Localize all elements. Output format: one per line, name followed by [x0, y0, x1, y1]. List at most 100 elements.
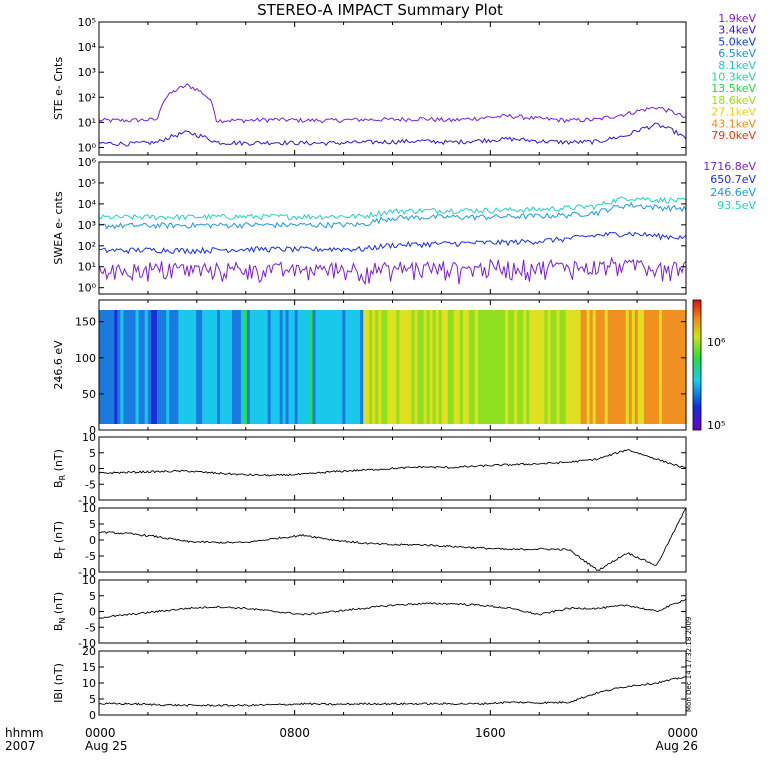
- y-axis-label: STE e- Cnts: [52, 57, 65, 120]
- heatmap-cell: [444, 310, 449, 424]
- heatmap-cell: [441, 310, 446, 424]
- panel-4: -10 -5 0 5 10 BR (nT): [52, 431, 687, 507]
- legend-entry: 6.5keV: [718, 47, 756, 60]
- panel-6: -10 -5 0 5 10 BN (nT): [52, 574, 687, 650]
- heatmap-cell: [547, 310, 552, 424]
- heatmap-cell: [450, 310, 455, 424]
- legend-entry: 8.1keV: [718, 59, 756, 72]
- y-tick-label: 10: [82, 502, 96, 515]
- heatmap-cell: [169, 310, 173, 424]
- heatmap-cell: [499, 310, 503, 424]
- heatmap-cell: [285, 310, 290, 424]
- colorbar: [692, 299, 702, 431]
- y-tick-label: 5: [89, 590, 96, 603]
- x-tick-label: 0000: [667, 726, 698, 740]
- legend-entry: 93.5eV: [717, 199, 756, 212]
- y-tick-label: -10: [78, 566, 96, 579]
- legend-entry: 5.0keV: [718, 35, 756, 48]
- heatmap-cell: [580, 310, 585, 424]
- legend-entry: 3.4keV: [718, 24, 756, 37]
- heatmap-cell: [342, 310, 346, 424]
- series-line: [98, 83, 687, 124]
- y-tick-label: 10⁰: [78, 141, 97, 154]
- heatmap-cell: [405, 310, 409, 424]
- heatmap-cell: [375, 310, 379, 424]
- series-line: [98, 202, 687, 230]
- y-tick-label: 15: [82, 661, 96, 674]
- heatmap-cell: [680, 310, 684, 424]
- panel-5: -10 -5 0 5 10 BT (nT): [52, 502, 687, 579]
- heatmap-cell: [234, 310, 239, 424]
- heatmap-cell: [670, 310, 675, 424]
- heatmap-cell: [105, 310, 109, 424]
- heatmap-cell: [184, 310, 188, 424]
- heatmap-cell: [144, 310, 149, 424]
- heatmap-cell: [502, 310, 506, 424]
- y-tick-label: 0: [89, 709, 96, 722]
- legend-entry: 650.7eV: [710, 173, 756, 186]
- heatmap-cell: [643, 310, 648, 424]
- y-tick-label: -10: [78, 494, 96, 507]
- heatmap-cell: [574, 310, 579, 424]
- heatmap-cell: [226, 310, 230, 424]
- heatmap-cell: [357, 310, 361, 424]
- heatmap-cell: [490, 310, 494, 424]
- heatmap-cell: [252, 310, 257, 424]
- heatmap-cell: [550, 310, 555, 424]
- y-tick-label: 100: [75, 352, 96, 365]
- heatmap-cell: [166, 310, 170, 424]
- y-tick-label: 0: [89, 606, 96, 619]
- heatmap-cell: [369, 310, 373, 424]
- panel-frame: [98, 436, 687, 501]
- y-tick-label: 10: [82, 677, 96, 690]
- legend-entry: 13.5keV: [711, 82, 756, 95]
- y-tick-label: 10¹: [78, 116, 96, 129]
- heatmap-cell: [453, 310, 458, 424]
- heatmap-cell: [123, 310, 128, 424]
- heatmap-cell: [193, 310, 197, 424]
- heatmap-cell: [523, 310, 527, 424]
- y-tick-label: 0: [89, 463, 96, 476]
- heatmap-cell: [384, 310, 388, 424]
- heatmap-cell: [661, 310, 666, 424]
- heatmap-cell: [535, 310, 539, 424]
- heatmap-cell: [348, 310, 352, 424]
- x-tick-label: 1600: [475, 726, 506, 740]
- heatmap-cell: [187, 310, 191, 424]
- legend-entry: 246.6eV: [710, 186, 756, 199]
- heatmap-cell: [652, 310, 657, 424]
- heatmap-cell: [129, 310, 134, 424]
- heatmap-cell: [372, 310, 376, 424]
- heatmap-cell: [381, 310, 385, 424]
- heatmap-cell: [267, 310, 272, 424]
- heatmap-cell: [649, 310, 654, 424]
- heatmap-cell: [306, 310, 311, 424]
- heatmap-cell: [532, 310, 536, 424]
- heatmap-cell: [595, 310, 600, 424]
- y-tick-label: -10: [78, 637, 96, 650]
- y-tick-label: 10¹: [78, 261, 96, 274]
- heatmap-cell: [214, 310, 218, 424]
- heatmap-cell: [568, 310, 573, 424]
- heatmap-cell: [217, 310, 221, 424]
- y-tick-label: 10: [82, 431, 96, 444]
- heatmap-cell: [586, 310, 591, 424]
- heatmap-cell: [399, 310, 403, 424]
- heatmap-cell: [544, 310, 548, 424]
- heatmap-cell: [462, 310, 467, 424]
- heatmap-cell: [583, 310, 588, 424]
- heatmap-cell: [111, 310, 115, 424]
- heatmap-cell: [237, 310, 242, 424]
- heatmap-cell: [625, 310, 630, 424]
- heatmap-cell: [297, 310, 302, 424]
- heatmap-cell: [622, 310, 627, 424]
- heatmap-cell: [240, 310, 245, 424]
- heatmap-cell: [640, 310, 645, 424]
- heatmap-cell: [493, 310, 497, 424]
- heatmap-cell: [160, 310, 164, 424]
- y-axis-label: BT (nT): [52, 521, 67, 559]
- heatmap-cell: [505, 310, 509, 424]
- heatmap-cell: [541, 310, 545, 424]
- heatmap-cell: [556, 310, 561, 424]
- heatmap-cell: [288, 310, 293, 424]
